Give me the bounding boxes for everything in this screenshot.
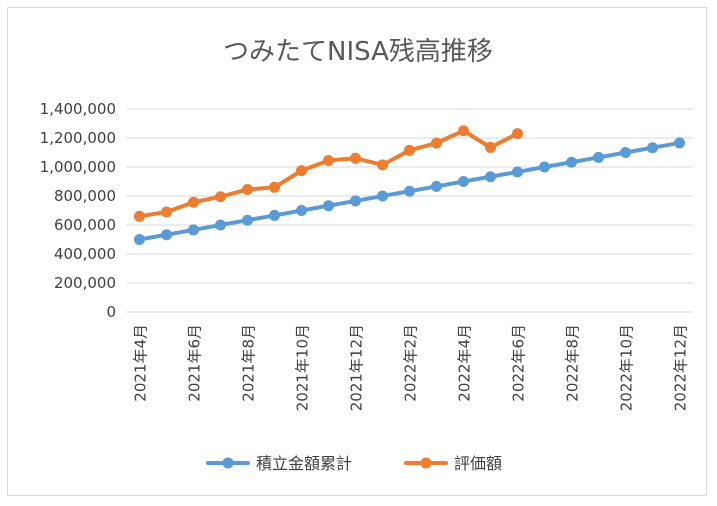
data-point [566, 156, 577, 168]
y-tick-label: 1,200,000 [40, 129, 116, 147]
data-point [350, 195, 361, 207]
data-point [458, 125, 469, 137]
data-point [431, 137, 442, 149]
data-point [134, 234, 145, 245]
data-point [188, 196, 199, 208]
series-layer [134, 125, 685, 245]
x-tick-label: 2022年12月 [672, 324, 690, 411]
y-tick-label: 1,000,000 [40, 158, 116, 176]
data-point [512, 128, 523, 140]
x-axis: 2021年4月 2021年6月 2021年8月 2021年10月 2021年12月 202… [132, 324, 690, 411]
data-point [431, 180, 442, 192]
data-point [188, 224, 199, 236]
legend-marker [222, 457, 234, 469]
series-1 [134, 125, 523, 222]
gridlines [126, 108, 693, 313]
y-tick-label: 800,000 [54, 187, 116, 205]
y-tick-label: 400,000 [54, 245, 116, 263]
y-tick-label: 1,400,000 [40, 100, 116, 118]
data-point [377, 159, 388, 171]
data-point [242, 214, 253, 226]
data-point [350, 152, 361, 164]
data-point [215, 219, 226, 231]
data-point [404, 185, 415, 197]
legend-marker [420, 457, 432, 469]
legend: 積立金額累計 評価額 [206, 454, 502, 473]
data-point [485, 171, 496, 183]
x-tick-label: 2022年6月 [510, 324, 528, 402]
x-tick-label: 2021年4月 [132, 324, 150, 402]
data-point [593, 151, 604, 163]
data-point [296, 205, 307, 216]
legend-label: 積立金額累計 [256, 454, 352, 473]
data-point [215, 191, 226, 203]
data-point [404, 144, 415, 156]
data-point [269, 209, 280, 221]
data-point [620, 147, 631, 158]
x-tick-label: 2021年10月 [294, 324, 312, 411]
data-point [377, 190, 388, 202]
data-point [161, 206, 172, 218]
data-point [485, 141, 496, 153]
data-point [323, 200, 334, 212]
data-point [647, 142, 658, 154]
series-0 [134, 137, 685, 245]
x-tick-label: 2022年2月 [402, 324, 420, 402]
x-tick-label: 2022年10月 [618, 324, 636, 411]
data-point [161, 229, 172, 241]
chart-frame: つみたてNISA残高推移 0 200,000 400,000 600,000 800,0… [7, 7, 707, 496]
data-point [269, 181, 280, 193]
x-tick-label: 2021年6月 [186, 324, 204, 402]
y-tick-label: 200,000 [54, 274, 116, 292]
line-chart: つみたてNISA残高推移 0 200,000 400,000 600,000 800,0… [40, 37, 693, 473]
data-point [296, 165, 307, 177]
data-point [674, 137, 685, 149]
data-point [512, 166, 523, 178]
legend-label: 評価額 [454, 454, 502, 473]
x-tick-label: 2022年4月 [456, 324, 474, 402]
legend-item: 評価額 [404, 454, 502, 473]
x-tick-label: 2021年12月 [348, 324, 366, 411]
legend-item: 積立金額累計 [206, 454, 352, 473]
y-tick-label: 0 [106, 303, 116, 321]
x-tick-label: 2021年8月 [240, 324, 258, 402]
data-point [134, 210, 145, 222]
x-tick-label: 2022年8月 [564, 324, 582, 402]
chart-title: つみたてNISA残高推移 [223, 37, 493, 67]
y-tick-label: 600,000 [54, 216, 116, 234]
data-point [242, 183, 253, 195]
y-axis: 0 200,000 400,000 600,000 800,000 1,000,000 1,… [40, 100, 116, 321]
data-point [458, 176, 469, 187]
data-point [323, 154, 334, 166]
data-point [539, 161, 550, 173]
